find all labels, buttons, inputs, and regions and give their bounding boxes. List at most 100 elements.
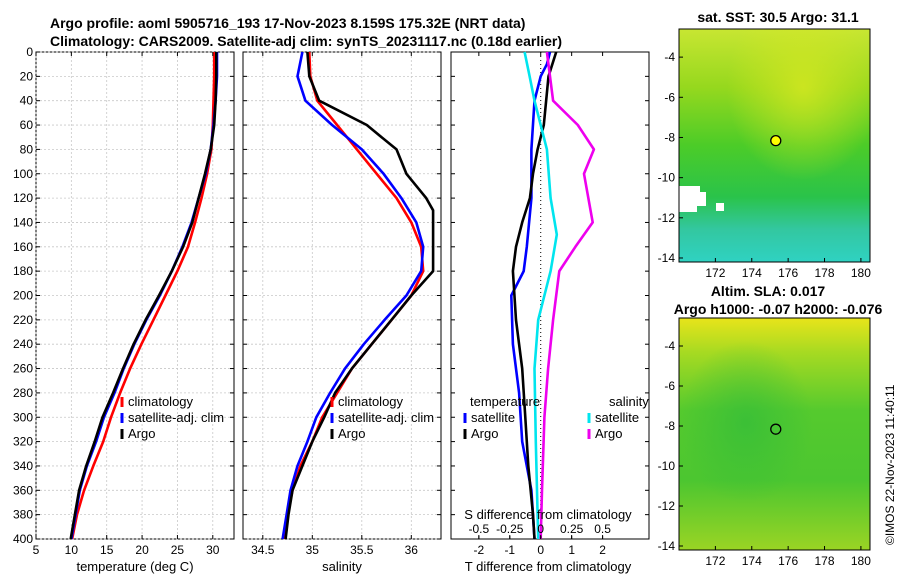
series-line-salinity-argo [539, 51, 596, 540]
y-tick-label: 160 [13, 240, 33, 254]
map-y-tick-label: -12 [658, 499, 676, 513]
t-difference-label: T difference from climatology [465, 559, 632, 574]
legend-title-salinity: salinity [609, 394, 649, 409]
salinity-series [281, 51, 435, 540]
difference-axes-frame [450, 51, 650, 540]
difference-legend: temperature satellite Argo salinity sate… [463, 394, 649, 441]
sla-map-panel: Altim. SLA: 0.017 Argo h1000: -0.07 h200… [658, 283, 883, 568]
y-tick-label: 80 [20, 142, 34, 156]
y-tick-label: 120 [13, 191, 33, 205]
sst-map-panel: sat. SST: 30.5 Argo: 31.1 172 174 176 178 18… [658, 9, 872, 280]
x-tick-label: 1 [568, 543, 575, 557]
x-tick-label: 35.5 [350, 543, 374, 557]
y-tick-label: 280 [13, 386, 33, 400]
legend-label-s-satellite: satellite [595, 410, 639, 425]
sst-missing-data-patch [716, 203, 724, 211]
legend-title-temperature: temperature [470, 394, 540, 409]
sla-map-ticks: 172 174 176 178 180 -4 -6 -8 -10 -12 -14 [658, 339, 872, 568]
map-y-tick-label: -10 [658, 459, 676, 473]
y-tick-label: 60 [20, 118, 34, 132]
map-y-tick-label: -4 [664, 339, 675, 353]
map-y-tick-label: -8 [664, 419, 675, 433]
temperature-grid [35, 51, 234, 540]
salinity-x-label: salinity [322, 559, 362, 574]
x-tick-label: -1 [504, 543, 515, 557]
y-tick-label: 340 [13, 459, 33, 473]
map-y-tick-label: -4 [664, 50, 675, 64]
sla-map-subtitle: Argo h1000: -0.07 h2000: -0.076 [674, 301, 883, 317]
y-tick-label: 140 [13, 215, 33, 229]
map-x-tick-label: 180 [851, 266, 871, 280]
map-x-tick-label: 180 [851, 554, 871, 568]
y-tick-label: 0 [26, 45, 33, 59]
legend-label-t-argo: Argo [471, 426, 498, 441]
y-tick-label: 100 [13, 167, 33, 181]
x-tick-label: 15 [100, 543, 114, 557]
temperature-series [69, 52, 219, 540]
legend-label-satellite: satellite-adj. clim [128, 410, 224, 425]
map-y-tick-label: -14 [658, 251, 676, 265]
y-tick-label: 180 [13, 264, 33, 278]
map-y-tick-label: -8 [664, 130, 675, 144]
salinity-grid [243, 51, 441, 540]
sst-map-ticks: 172 174 176 178 180 -4 -6 -8 -10 -12 -14 [658, 50, 872, 280]
map-x-tick-label: 178 [815, 554, 835, 568]
s-tick-label: -0.25 [496, 522, 524, 536]
map-y-tick-label: -12 [658, 211, 676, 225]
temperature-x-label: temperature (deg C) [76, 559, 193, 574]
x-tick-label: 5 [33, 543, 40, 557]
legend-label-climatology: climatology [128, 394, 194, 409]
map-x-tick-label: 172 [705, 266, 725, 280]
y-tick-label: 40 [20, 94, 34, 108]
map-x-tick-label: 172 [705, 554, 725, 568]
x-tick-label: 36 [405, 543, 419, 557]
x-tick-label: 35 [306, 543, 320, 557]
map-x-tick-label: 176 [778, 554, 798, 568]
y-tick-label: 380 [13, 508, 33, 522]
s-tick-label: 0.25 [560, 522, 584, 536]
map-y-tick-label: -6 [664, 379, 675, 393]
y-tick-label: 300 [13, 410, 33, 424]
series-line-temperature-satellite [509, 51, 552, 540]
sla-map-frame [678, 317, 871, 551]
x-tick-label: 25 [171, 543, 185, 557]
legend-label-argo: Argo [128, 426, 155, 441]
map-x-tick-label: 178 [815, 266, 835, 280]
series-line-satellite-adj-clim [281, 51, 425, 540]
series-line-salinity-satellite [523, 51, 559, 540]
map-y-tick-label: -6 [664, 90, 675, 104]
map-y-tick-label: -14 [658, 539, 676, 553]
x-tick-label: 10 [65, 543, 79, 557]
map-x-tick-label: 176 [778, 266, 798, 280]
y-tick-label: 400 [13, 532, 33, 546]
salinity-ticks: 34.5 35 35.5 36 [243, 51, 441, 557]
y-tick-label: 20 [20, 69, 34, 83]
imos-credit: ©IMOS 22-Nov-2023 11:40:11 [883, 384, 897, 545]
y-tick-label: 260 [13, 362, 33, 376]
map-y-tick-label: -10 [658, 171, 676, 185]
x-tick-label: 34.5 [251, 543, 275, 557]
s-difference-label: S difference from climatology [464, 507, 632, 522]
x-tick-label: -2 [474, 543, 485, 557]
s-tick-label: -0.5 [469, 522, 490, 536]
salinity-legend: climatology satellite-adj. clim Argo [330, 394, 434, 441]
y-tick-label: 240 [13, 337, 33, 351]
sla-map-title: Altim. SLA: 0.017 [711, 283, 826, 299]
legend-label-climatology: climatology [338, 394, 404, 409]
figure-title-line1: Argo profile: aoml 5905716_193 17-Nov-20… [50, 15, 525, 31]
s-tick-label: 0 [537, 522, 544, 536]
s-tick-label: 0.5 [594, 522, 611, 536]
y-tick-label: 220 [13, 313, 33, 327]
y-tick-label: 200 [13, 289, 33, 303]
x-tick-label: 20 [135, 543, 149, 557]
sst-missing-data-patch [679, 186, 706, 212]
x-tick-label: 0 [537, 543, 544, 557]
series-line-argo [69, 52, 218, 540]
temperature-legend: climatology satellite-adj. clim Argo [120, 394, 224, 441]
legend-label-s-argo: Argo [595, 426, 622, 441]
map-x-tick-label: 174 [742, 266, 762, 280]
argo-location-marker [770, 423, 782, 435]
x-tick-label: 30 [206, 543, 220, 557]
legend-label-argo: Argo [338, 426, 365, 441]
